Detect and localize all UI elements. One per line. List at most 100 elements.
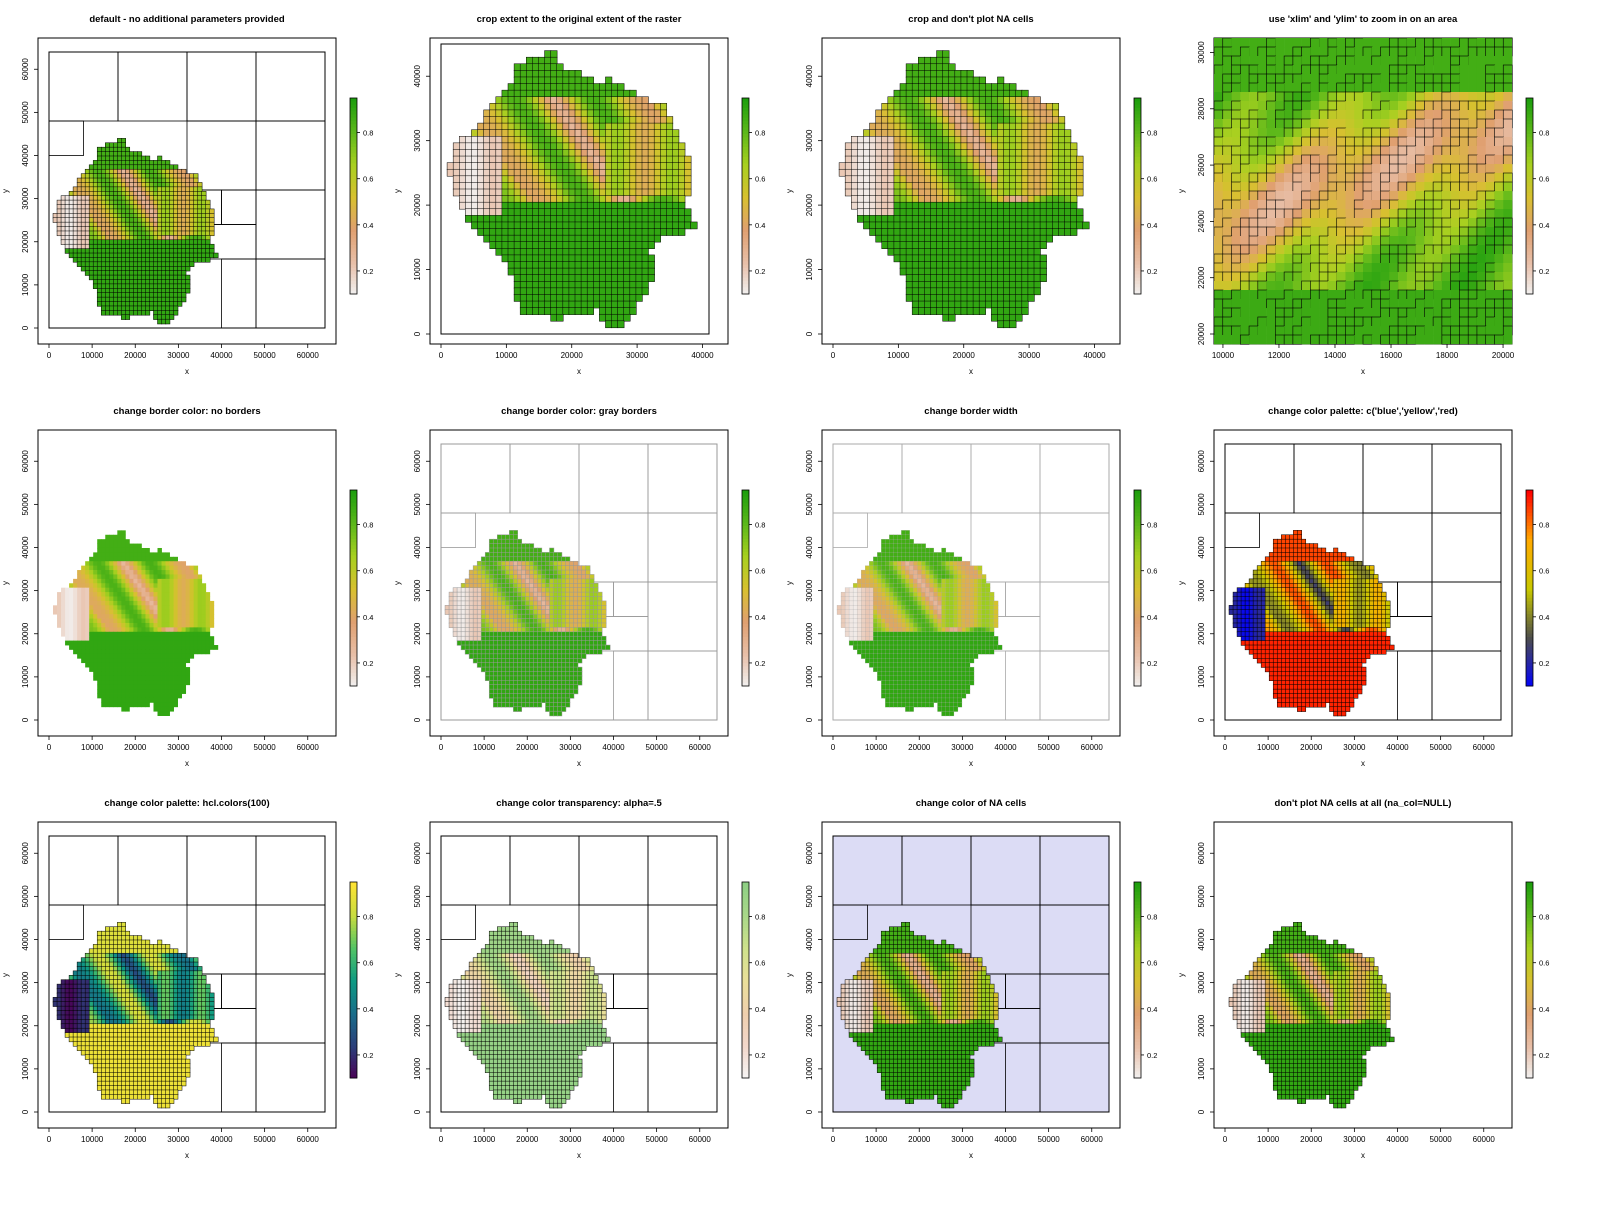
raster-cell xyxy=(1381,164,1390,173)
raster-cell xyxy=(587,189,593,196)
raster-cell xyxy=(69,244,73,249)
raster-cell xyxy=(97,244,101,249)
raster-cell xyxy=(955,163,961,170)
raster-cell xyxy=(174,196,178,201)
raster-cell xyxy=(1372,137,1381,146)
raster-cell xyxy=(924,169,930,176)
raster-cell xyxy=(182,174,186,179)
raster-cell xyxy=(1293,65,1302,74)
raster-cell xyxy=(551,149,557,156)
raster-cell xyxy=(1258,182,1267,191)
raster-cell xyxy=(1016,294,1022,301)
raster-cell xyxy=(1034,169,1040,176)
raster-cell xyxy=(930,275,936,282)
raster-cell xyxy=(618,189,624,196)
raster-cell xyxy=(1354,326,1363,335)
raster-cell xyxy=(1451,191,1460,200)
raster-cell xyxy=(1494,182,1503,191)
raster-cell xyxy=(514,156,520,163)
raster-cell xyxy=(65,213,69,218)
raster-cell xyxy=(166,178,170,183)
raster-cell xyxy=(174,257,178,262)
raster-cell xyxy=(1416,155,1425,164)
raster-cell xyxy=(1004,169,1010,176)
raster-cell xyxy=(949,248,955,255)
colorbar-step xyxy=(1526,212,1533,216)
raster-cell xyxy=(117,284,121,289)
raster-cell xyxy=(545,169,551,176)
raster-cell xyxy=(508,123,514,130)
raster-cell xyxy=(1249,263,1258,272)
raster-cell xyxy=(967,70,973,77)
raster-cell xyxy=(672,196,678,203)
raster-cell xyxy=(569,294,575,301)
raster-cell xyxy=(93,244,97,249)
raster-cell xyxy=(1010,268,1016,275)
raster-cell xyxy=(593,149,599,156)
raster-cell xyxy=(839,163,845,170)
raster-cell xyxy=(642,156,648,163)
raster-cell xyxy=(125,165,129,170)
raster-cell xyxy=(97,218,101,223)
raster-cell xyxy=(587,169,593,176)
raster-cell xyxy=(949,268,955,275)
raster-cell xyxy=(666,202,672,209)
raster-cell xyxy=(1275,209,1284,218)
raster-cell xyxy=(149,213,153,218)
raster-cell xyxy=(961,189,967,196)
colorbar-step xyxy=(1134,284,1141,288)
raster-cell xyxy=(125,297,129,302)
raster-cell xyxy=(1052,169,1058,176)
raster-cell xyxy=(125,306,129,311)
raster-cell xyxy=(930,202,936,209)
raster-cell xyxy=(137,244,141,249)
raster-cell xyxy=(551,64,557,71)
raster-cell xyxy=(563,117,569,124)
raster-cell xyxy=(949,189,955,196)
raster-cell xyxy=(1310,290,1319,299)
raster-cell xyxy=(170,262,174,267)
raster-cell xyxy=(961,130,967,137)
raster-cell xyxy=(502,248,508,255)
raster-cell xyxy=(605,90,611,97)
raster-cell xyxy=(870,163,876,170)
raster-cell xyxy=(1328,236,1337,245)
raster-cell xyxy=(502,163,508,170)
raster-cell xyxy=(985,288,991,295)
raster-cell xyxy=(97,257,101,262)
raster-cell xyxy=(1319,137,1328,146)
raster-cell xyxy=(101,302,105,307)
raster-cell xyxy=(1028,143,1034,150)
raster-cell xyxy=(912,262,918,269)
raster-cell xyxy=(1275,128,1284,137)
raster-cell xyxy=(930,229,936,236)
raster-cell xyxy=(1232,155,1241,164)
raster-cell xyxy=(1451,245,1460,254)
colorbar-step xyxy=(742,111,749,115)
raster-cell xyxy=(967,288,973,295)
raster-cell xyxy=(1302,128,1311,137)
raster-cell xyxy=(599,130,605,137)
raster-cell xyxy=(526,196,532,203)
raster-cell xyxy=(985,110,991,117)
raster-cell xyxy=(943,294,949,301)
colorbar-step xyxy=(742,131,749,135)
raster-cell xyxy=(1310,308,1319,317)
raster-cell xyxy=(679,209,685,216)
raster-cell xyxy=(1477,191,1486,200)
raster-cell xyxy=(1389,47,1398,56)
raster-cell xyxy=(1416,317,1425,326)
raster-cell xyxy=(1232,335,1241,344)
raster-cell xyxy=(81,209,85,214)
raster-cell xyxy=(575,229,581,236)
raster-cell xyxy=(1451,38,1460,47)
raster-cell xyxy=(593,136,599,143)
raster-cell xyxy=(599,84,605,91)
raster-cell xyxy=(1424,164,1433,173)
raster-cell xyxy=(1477,272,1486,281)
raster-cell xyxy=(1319,110,1328,119)
raster-cell xyxy=(1071,143,1077,150)
raster-cell xyxy=(894,215,900,222)
raster-cell xyxy=(581,123,587,130)
raster-cell xyxy=(1071,229,1077,236)
